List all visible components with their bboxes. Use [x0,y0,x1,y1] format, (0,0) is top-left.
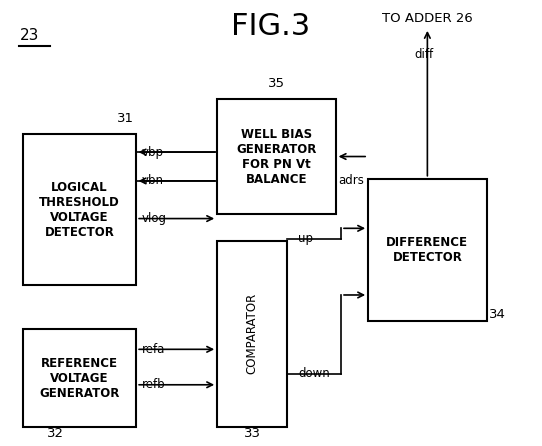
Text: COMPARATOR: COMPARATOR [246,293,259,375]
Text: adrs: adrs [338,174,364,187]
Text: DIFFERENCE
DETECTOR: DIFFERENCE DETECTOR [386,235,468,264]
Text: REFERENCE
VOLTAGE
GENERATOR: REFERENCE VOLTAGE GENERATOR [40,357,120,400]
Text: 23: 23 [20,29,40,44]
Bar [23,330,136,427]
Text: down: down [298,367,330,380]
Text: up: up [298,232,313,245]
Text: 32: 32 [47,427,64,440]
Text: refb: refb [141,378,165,391]
Text: vbn: vbn [141,174,164,187]
Text: TO ADDER 26: TO ADDER 26 [382,12,473,25]
Text: diff: diff [414,48,433,61]
Text: vbp: vbp [141,145,164,159]
Text: 33: 33 [243,427,261,440]
Text: FIG.3: FIG.3 [231,12,311,41]
Text: 31: 31 [117,112,134,125]
Bar [217,241,287,427]
Text: 35: 35 [268,77,285,90]
Bar [23,134,136,285]
Text: WELL BIAS
GENERATOR
FOR PN Vt
BALANCE: WELL BIAS GENERATOR FOR PN Vt BALANCE [236,128,317,186]
Text: 34: 34 [489,307,506,321]
Text: vlog: vlog [141,212,166,225]
Bar [368,179,487,321]
Text: refa: refa [141,343,165,356]
Bar [217,99,335,214]
Text: LOGICAL
THRESHOLD
VOLTAGE
DETECTOR: LOGICAL THRESHOLD VOLTAGE DETECTOR [39,181,120,239]
